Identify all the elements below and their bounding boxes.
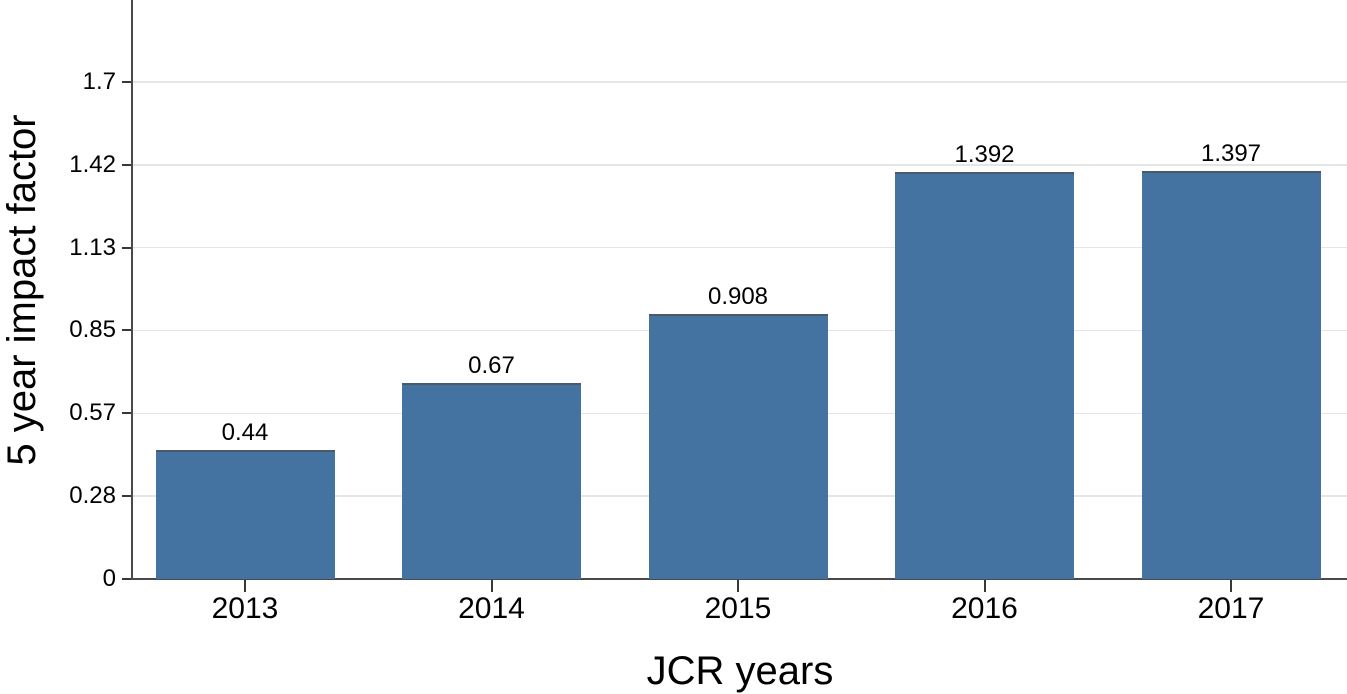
y-tick [122, 246, 133, 249]
bar-2013 [155, 450, 335, 579]
x-tick-label: 2013 [211, 592, 279, 625]
x-tick-label: 2014 [458, 592, 525, 625]
x-axis-title: JCR years [646, 649, 834, 693]
bar-value-label: 0.908 [707, 282, 769, 310]
y-tick-label: 1.42 [69, 150, 116, 178]
y-tick-label: 0.28 [69, 482, 116, 510]
gridline [133, 164, 1347, 166]
gridline [133, 246, 1347, 249]
y-tick [122, 329, 133, 332]
bar-value-label: 1.392 [954, 140, 1015, 168]
gridline [133, 81, 1347, 83]
bar-value-label: 0.44 [221, 419, 269, 447]
x-tick-label: 2017 [1197, 592, 1265, 625]
y-tick [122, 578, 133, 580]
bar-2015 [648, 313, 828, 579]
bar-2016 [895, 171, 1074, 579]
bar-2014 [402, 383, 581, 579]
x-tick [983, 580, 986, 592]
y-axis-spine [131, 0, 133, 580]
x-tick-label: 2015 [704, 592, 772, 625]
y-tick-label: 0 [102, 565, 116, 592]
y-tick-label: 0.57 [69, 399, 116, 427]
y-tick [122, 412, 133, 415]
bar-value-label: 1.397 [1200, 139, 1262, 167]
bar-2017 [1141, 170, 1321, 579]
x-tick [1230, 580, 1232, 592]
y-tick [122, 80, 133, 83]
y-tick-label: 1.7 [82, 67, 116, 95]
x-axis-baseline [131, 578, 1347, 580]
x-tick [490, 580, 493, 592]
bar-value-label: 0.67 [468, 352, 515, 380]
y-tick [122, 163, 133, 166]
y-tick-label: 1.13 [69, 233, 116, 261]
x-tick [737, 580, 739, 592]
x-tick [244, 580, 246, 592]
y-tick [122, 495, 133, 498]
y-tick-label: 0.85 [69, 316, 116, 344]
x-tick-label: 2016 [951, 592, 1018, 625]
